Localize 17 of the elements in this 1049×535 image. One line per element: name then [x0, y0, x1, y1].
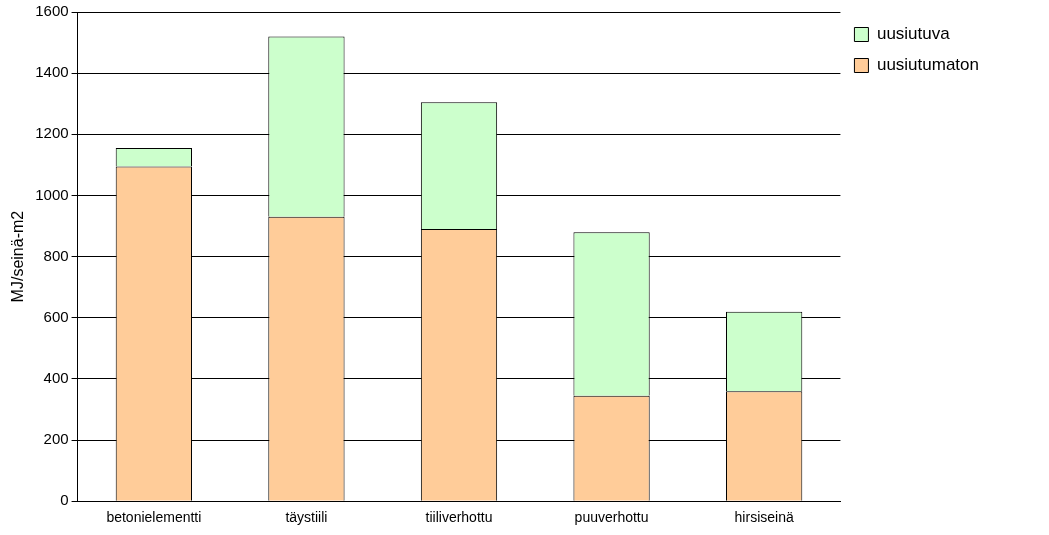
x-tick-label: puuverhottu — [574, 509, 649, 526]
y-tick-label: 1200 — [35, 124, 69, 142]
x-tick-label: betonielementti — [106, 509, 202, 526]
x-tick-label: hirsiseinä — [734, 509, 794, 526]
y-tick-label: 1600 — [35, 2, 69, 20]
x-tick-label: täystiili — [285, 509, 328, 526]
y-tick-label: 600 — [43, 307, 69, 325]
x-tick-label: tiiliverhottu — [425, 509, 493, 526]
y-axis-title: MJ/seinä-m2 — [9, 210, 27, 303]
y-tick-label: 1400 — [35, 63, 69, 81]
y-tick-label: 200 — [43, 430, 69, 448]
y-tick-label: 0 — [60, 491, 69, 509]
y-tick-label: 400 — [43, 369, 69, 387]
y-tick-label: 1000 — [35, 185, 69, 203]
y-tick-label: 800 — [43, 246, 69, 264]
legend-label: uusiutumaton — [876, 55, 980, 75]
legend-label: uusiutuva — [876, 24, 951, 44]
